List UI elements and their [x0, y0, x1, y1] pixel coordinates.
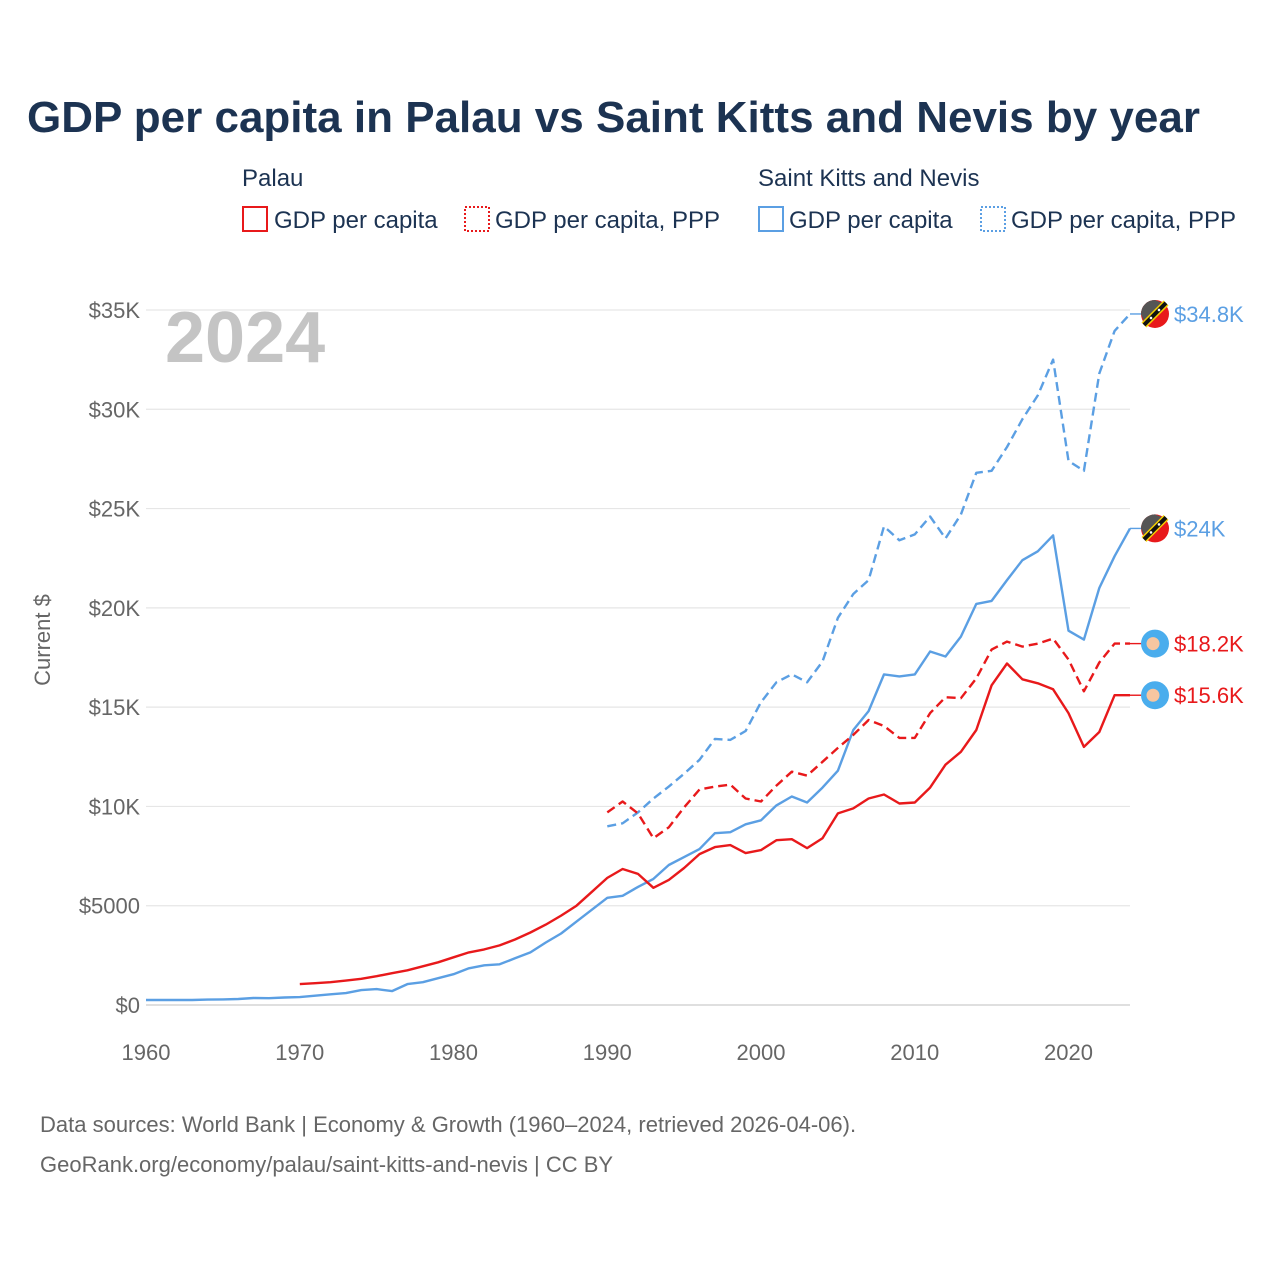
end-value-label: $15.6K — [1174, 683, 1244, 708]
legend-swatch-skn-ppp[interactable] — [980, 206, 1006, 232]
flag-palau-icon — [1141, 629, 1169, 658]
legend-label-skn-gdp[interactable]: GDP per capita — [789, 207, 953, 234]
x-tick-label: 1970 — [275, 1040, 324, 1065]
series-line-skn-solid[interactable] — [146, 527, 1132, 1002]
legend-swatch-palau-ppp[interactable] — [464, 206, 490, 232]
x-tick-label: 2020 — [1044, 1040, 1093, 1065]
y-tick-label: $35K — [89, 298, 141, 323]
x-tick-label: 2010 — [890, 1040, 939, 1065]
x-tick-label: 1960 — [122, 1040, 171, 1065]
y-tick-label: $30K — [89, 397, 141, 422]
y-tick-label: $20K — [89, 596, 141, 621]
gridlines — [146, 309, 1130, 1006]
legend-swatch-skn-gdp[interactable] — [758, 206, 784, 232]
legend-label-palau-ppp[interactable]: GDP per capita, PPP — [495, 207, 720, 234]
series-line-palau-solid[interactable] — [299, 662, 1130, 986]
x-tick-label: 1980 — [429, 1040, 478, 1065]
legend-label-skn-ppp[interactable]: GDP per capita, PPP — [1011, 207, 1236, 234]
y-tick-label: $25K — [89, 497, 141, 522]
legend: Palau GDP per capita GDP per capita, PPP… — [242, 165, 1236, 234]
legend-group-skn: Saint Kitts and Nevis — [758, 165, 979, 192]
series-lines — [146, 313, 1132, 1002]
x-tick-label: 1990 — [583, 1040, 632, 1065]
y-tick-label: $15K — [89, 695, 141, 720]
series-line-skn-dashed[interactable] — [607, 313, 1131, 828]
flag-saint-kitts-and-nevis-icon — [1141, 299, 1169, 328]
end-value-label: $34.8K — [1174, 302, 1244, 327]
flag-saint-kitts-and-nevis-icon — [1141, 514, 1169, 543]
y-tick-label: $0 — [116, 993, 140, 1018]
footer-url[interactable]: GeoRank.org/economy/palau/saint-kitts-an… — [40, 1152, 613, 1177]
series-line-palau-dashed[interactable] — [606, 637, 1130, 840]
end-value-label: $18.2K — [1174, 632, 1244, 657]
y-tick-label: $5000 — [79, 894, 140, 919]
end-markers: $34.8K $24K $18.2K $15.6K — [1130, 299, 1244, 710]
flag-palau-icon — [1141, 681, 1169, 710]
y-axis-ticks: $0 $5000 $10K $15K $20K $25K $30K $35K — [79, 298, 141, 1018]
end-value-label: $24K — [1174, 516, 1226, 541]
chart-title: GDP per capita in Palau vs Saint Kitts a… — [27, 93, 1200, 142]
y-tick-label: $10K — [89, 794, 141, 819]
x-axis-ticks: 1960 1970 1980 1990 2000 2010 2020 — [122, 1040, 1093, 1065]
year-watermark: 2024 — [165, 298, 325, 378]
legend-label-palau-gdp[interactable]: GDP per capita — [274, 207, 438, 234]
x-tick-label: 2000 — [737, 1040, 786, 1065]
y-axis-label: Current $ — [30, 594, 55, 686]
footer-source: Data sources: World Bank | Economy & Gro… — [40, 1112, 856, 1137]
legend-swatch-palau-gdp[interactable] — [242, 206, 268, 232]
legend-group-palau: Palau — [242, 165, 303, 192]
